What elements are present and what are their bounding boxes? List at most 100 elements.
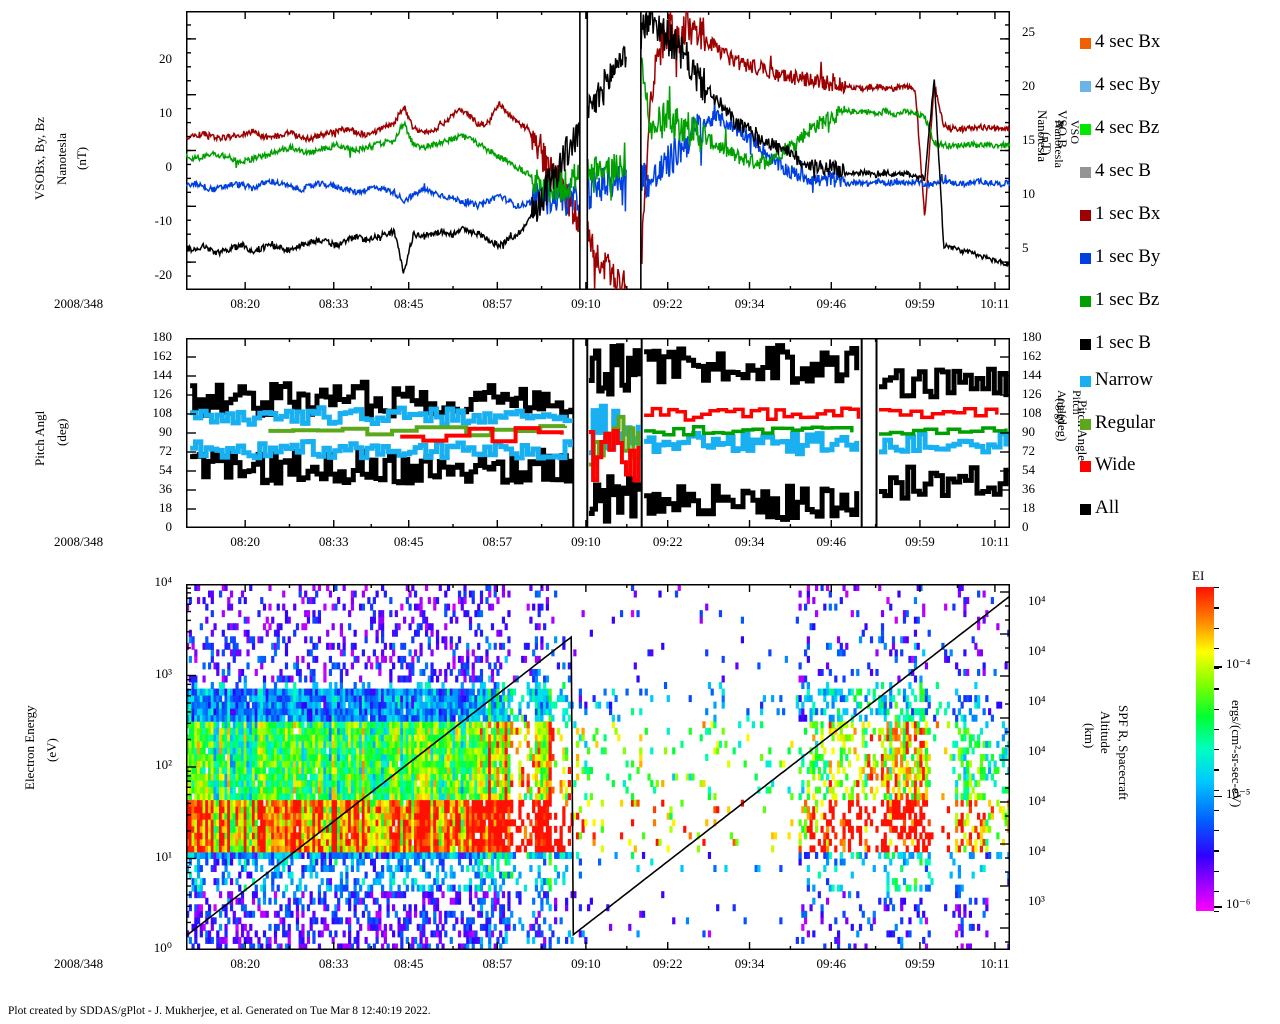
- spec-cell: [186, 812, 190, 820]
- spec-cell: [460, 688, 464, 696]
- spec-cell: [238, 793, 242, 801]
- spec-cell: [243, 812, 247, 820]
- spec-cell: [240, 832, 245, 840]
- spec-cell: [383, 806, 387, 814]
- spec-cell: [424, 584, 429, 591]
- spec-cell: [523, 642, 528, 650]
- spec-cell: [504, 714, 508, 722]
- spec-cell: [328, 793, 333, 801]
- spec-cell: [268, 851, 272, 859]
- spec-cell: [279, 832, 283, 840]
- spec-cell: [306, 747, 311, 755]
- spec-cell: [400, 747, 404, 755]
- spec-cell: [268, 780, 272, 788]
- spec-cell: [460, 695, 464, 703]
- spec-cell: [235, 812, 239, 820]
- spec-cell: [798, 590, 802, 598]
- spec-cell: [262, 655, 267, 663]
- spec-cell: [268, 701, 272, 709]
- spec-cell: [309, 917, 313, 925]
- spec-cell: [488, 714, 492, 722]
- spec-cell: [350, 695, 354, 703]
- spec-cell: [460, 603, 464, 611]
- spec-cell: [287, 910, 291, 918]
- spec-cell: [512, 727, 517, 735]
- spec-cell: [342, 943, 346, 950]
- spec-cell: [260, 773, 264, 781]
- spec-cell: [455, 780, 459, 788]
- spec-cell: [433, 806, 437, 814]
- spec-cell: [422, 688, 426, 696]
- spec-cell: [273, 649, 278, 657]
- spec-cell: [243, 688, 247, 696]
- spec-cell: [771, 845, 775, 853]
- spec-cell: [435, 695, 440, 703]
- spec-cell: [537, 701, 541, 709]
- spec-cell: [295, 851, 300, 859]
- spec-cell: [427, 897, 431, 905]
- spec-cell: [386, 865, 390, 873]
- spec-cell: [471, 753, 475, 761]
- spec-cell: [537, 832, 541, 840]
- spec-cell: [375, 655, 379, 663]
- spec-cell: [438, 688, 442, 696]
- spec-cell: [359, 838, 363, 846]
- spec-cell: [501, 616, 506, 624]
- spec-cell: [444, 812, 448, 820]
- spec-cell: [504, 923, 508, 931]
- spec-cell: [540, 897, 544, 905]
- spec-cell: [323, 858, 327, 866]
- spec-cell: [394, 825, 398, 833]
- spec-cell: [246, 930, 250, 938]
- spec-cell: [381, 688, 385, 696]
- spec-cell: [240, 806, 245, 814]
- spec-cell: [466, 662, 470, 670]
- spec-cell: [449, 616, 453, 624]
- spec-cell: [337, 695, 341, 703]
- spec-cell: [444, 603, 448, 611]
- spec-cell: [444, 747, 448, 755]
- spec-cell: [353, 851, 357, 859]
- spec-cell: [600, 845, 604, 853]
- spec-cell: [397, 812, 401, 820]
- spec-cell: [397, 675, 401, 683]
- spec-cell: [540, 753, 544, 761]
- spec-cell: [251, 786, 256, 794]
- spec-cell: [438, 793, 442, 801]
- spec-cell: [488, 747, 492, 755]
- spec-cell: [474, 812, 478, 820]
- spec-cell: [328, 838, 333, 846]
- spec-cell: [611, 714, 615, 722]
- spec-cell: [446, 780, 451, 788]
- spec-cell: [202, 714, 206, 722]
- spec-cell: [598, 858, 602, 866]
- spec-cell: [477, 760, 481, 768]
- spec-cell: [361, 773, 365, 781]
- spec-cell: [507, 649, 511, 657]
- spec-cell: [337, 884, 341, 892]
- spec-cell: [372, 858, 376, 866]
- spec-cell: [304, 636, 308, 644]
- spec-cell: [427, 747, 431, 755]
- spec-cell: [438, 884, 442, 892]
- spec-cell: [405, 786, 409, 794]
- spec-cell: [496, 851, 500, 859]
- spec-cell: [207, 734, 212, 742]
- xtick-label: 08:45: [393, 296, 424, 311]
- spec-cell: [249, 936, 253, 944]
- spec-cell: [444, 727, 448, 735]
- spec-cell: [512, 819, 517, 827]
- spec-cell: [488, 590, 492, 598]
- spec-cell: [328, 819, 333, 827]
- spec-cell: [293, 760, 297, 768]
- spec-cell: [284, 747, 289, 755]
- spec-cell: [240, 812, 245, 820]
- spec-cell: [238, 727, 242, 735]
- spec-cell: [196, 838, 201, 846]
- spec-cell: [199, 786, 203, 794]
- spec-cell: [320, 760, 324, 768]
- spec-cell: [191, 642, 195, 650]
- spec-cell: [408, 747, 412, 755]
- spec-cell: [457, 845, 462, 853]
- spec-cell: [246, 727, 250, 735]
